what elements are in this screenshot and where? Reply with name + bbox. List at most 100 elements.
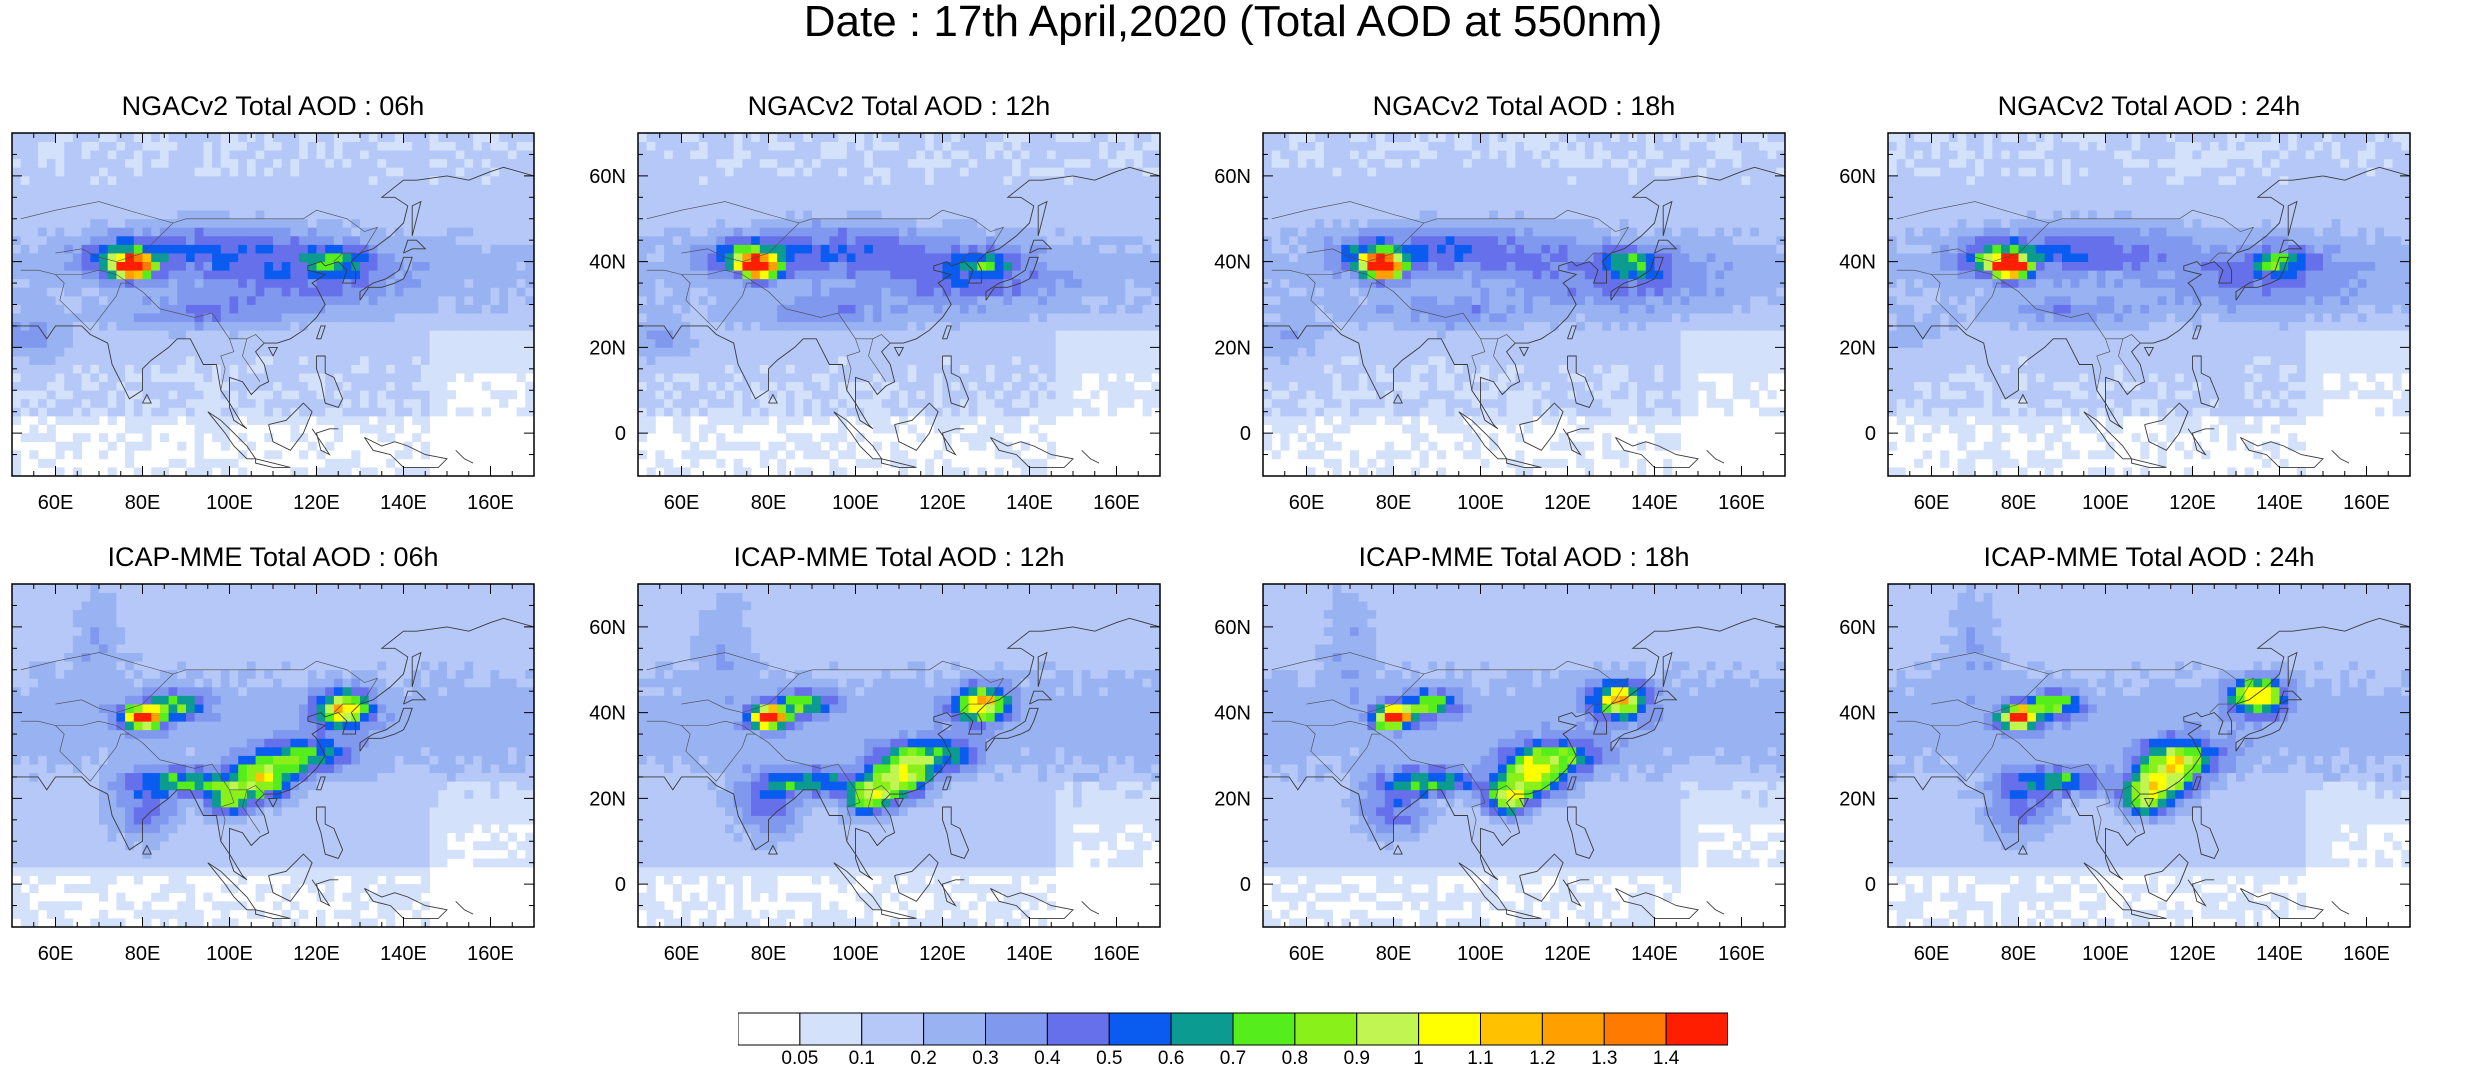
- colorbar-label: 0.2: [910, 1048, 936, 1070]
- lon-tick-label: 100E: [206, 492, 253, 514]
- lon-tick-label: 140E: [1631, 943, 1678, 965]
- lon-tick-label: 160E: [1093, 492, 1140, 514]
- lat-tick-label: 40N: [1214, 252, 1251, 274]
- colorbar-label: 0.05: [781, 1048, 818, 1070]
- panel-title: ICAP-MME Total AOD : 18h: [1263, 539, 1785, 575]
- lon-tick-label: 60E: [1914, 943, 1950, 965]
- colorbar-label: 0.5: [1096, 1048, 1122, 1070]
- lon-tick-label: 140E: [1631, 492, 1678, 514]
- lon-tick-label: 160E: [467, 492, 514, 514]
- lon-tick-label: 120E: [2169, 492, 2216, 514]
- colorbar-swatch: [1481, 1013, 1543, 1045]
- panel-title: NGACv2 Total AOD : 06h: [12, 88, 534, 124]
- colorbar-swatch: [862, 1013, 924, 1045]
- lon-tick-label: 60E: [38, 492, 74, 514]
- lon-tick-label: 60E: [664, 943, 700, 965]
- lon-tick-label: 80E: [2001, 492, 2037, 514]
- lat-tick-label: 60N: [1839, 617, 1876, 639]
- lat-tick-label: 0: [1240, 874, 1251, 896]
- lat-tick-label: 0: [615, 423, 626, 445]
- colorbar-swatch: [1109, 1013, 1171, 1045]
- lon-tick-label: 100E: [1457, 492, 1504, 514]
- colorbar-swatch: [986, 1013, 1048, 1045]
- lat-tick-label: 60N: [1214, 617, 1251, 639]
- lat-tick-label: 0: [1240, 423, 1251, 445]
- aod-field: [1888, 133, 2410, 476]
- lon-tick-label: 100E: [2082, 492, 2129, 514]
- colorbar-label: 1: [1413, 1048, 1424, 1070]
- colorbar-swatch: [1419, 1013, 1481, 1045]
- colorbar-label: 0.4: [1034, 1048, 1060, 1070]
- panel-title: ICAP-MME Total AOD : 06h: [12, 539, 534, 575]
- lon-tick-label: 160E: [1093, 943, 1140, 965]
- lat-tick-label: 0: [1865, 423, 1876, 445]
- lat-tick-label: 40N: [589, 252, 626, 274]
- lat-tick-label: 20N: [589, 788, 626, 810]
- colorbar-label: 1.4: [1653, 1048, 1679, 1070]
- lat-tick-label: 0: [615, 874, 626, 896]
- colorbar-swatch: [800, 1013, 862, 1045]
- figure-title: Date : 17th April,2020 (Total AOD at 550…: [0, 0, 2466, 48]
- lat-tick-label: 60N: [1214, 166, 1251, 188]
- colorbar-swatch: [1604, 1013, 1666, 1045]
- lon-tick-label: 80E: [1376, 492, 1412, 514]
- lat-tick-label: 20N: [1214, 788, 1251, 810]
- colorbar-swatch: [1233, 1013, 1295, 1045]
- colorbar: [738, 1012, 1728, 1046]
- colorbar-swatch: [1666, 1013, 1728, 1045]
- lon-tick-label: 120E: [1544, 943, 1591, 965]
- colorbar-label: 1.2: [1529, 1048, 1555, 1070]
- lon-tick-label: 120E: [919, 943, 966, 965]
- map-panel: 60N40N20N060E80E100E120E140E160EICAP-MME…: [0, 535, 546, 965]
- colorbar-label: 0.7: [1220, 1048, 1246, 1070]
- lon-tick-label: 160E: [1718, 943, 1765, 965]
- lon-tick-label: 140E: [380, 943, 427, 965]
- panel-title: NGACv2 Total AOD : 12h: [638, 88, 1160, 124]
- colorbar-label: 1.3: [1591, 1048, 1617, 1070]
- aod-field: [12, 133, 534, 476]
- lat-tick-label: 40N: [589, 703, 626, 725]
- lon-tick-label: 160E: [2343, 492, 2390, 514]
- lon-tick-label: 140E: [2256, 943, 2303, 965]
- lat-tick-label: 60N: [1839, 166, 1876, 188]
- panel-title: ICAP-MME Total AOD : 12h: [638, 539, 1160, 575]
- aod-field: [638, 133, 1160, 476]
- lat-tick-label: 20N: [1214, 337, 1251, 359]
- colorbar-label: 0.8: [1282, 1048, 1308, 1070]
- lon-tick-label: 80E: [751, 492, 787, 514]
- aod-field: [1263, 133, 1785, 476]
- aod-field: [638, 584, 1160, 927]
- lon-tick-label: 80E: [2001, 943, 2037, 965]
- lon-tick-label: 120E: [2169, 943, 2216, 965]
- lon-tick-label: 140E: [1006, 492, 1053, 514]
- lon-tick-label: 100E: [206, 943, 253, 965]
- lon-tick-label: 80E: [125, 492, 161, 514]
- colorbar-label: 0.6: [1158, 1048, 1184, 1070]
- colorbar-swatch: [1171, 1013, 1233, 1045]
- lon-tick-label: 80E: [751, 943, 787, 965]
- lon-tick-label: 60E: [1289, 943, 1325, 965]
- lon-tick-label: 120E: [1544, 492, 1591, 514]
- panel-title: ICAP-MME Total AOD : 24h: [1888, 539, 2410, 575]
- colorbar-label: 0.9: [1344, 1048, 1370, 1070]
- aod-field: [1263, 584, 1785, 927]
- lon-tick-label: 60E: [1914, 492, 1950, 514]
- lon-tick-label: 140E: [380, 492, 427, 514]
- colorbar-label: 0.3: [972, 1048, 998, 1070]
- lat-tick-label: 60N: [589, 166, 626, 188]
- lon-tick-label: 100E: [2082, 943, 2129, 965]
- lat-tick-label: 20N: [589, 337, 626, 359]
- lon-tick-label: 120E: [293, 492, 340, 514]
